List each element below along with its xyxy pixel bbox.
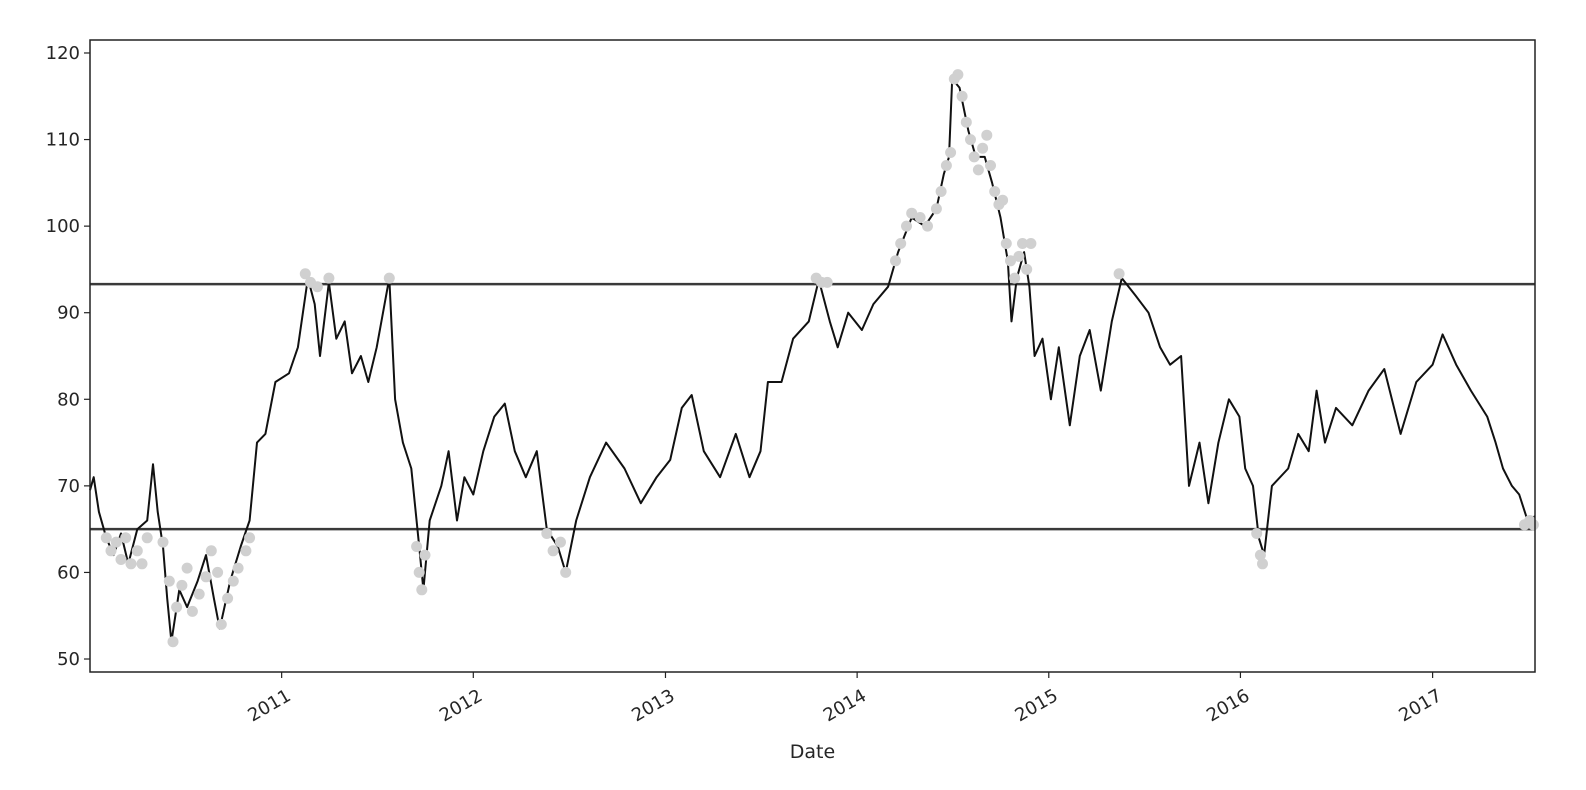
y-tick-label: 90 — [57, 303, 80, 324]
highlight-point — [200, 571, 212, 583]
highlight-point — [125, 558, 137, 570]
highlight-point — [1254, 549, 1266, 561]
highlight-point — [1000, 238, 1012, 249]
highlight-point — [1013, 250, 1025, 262]
highlight-point — [120, 532, 132, 544]
highlight-point — [977, 142, 989, 154]
highlight-point — [232, 562, 244, 574]
highlight-point — [989, 186, 1001, 197]
y-tick-label: 50 — [57, 649, 80, 670]
highlight-point — [1021, 263, 1033, 275]
highlight-point — [105, 545, 117, 557]
highlight-point — [1251, 528, 1263, 539]
highlight-point — [186, 605, 198, 617]
x-tick-label: 2017 — [1395, 685, 1445, 726]
highlight-point — [240, 545, 252, 557]
highlight-point — [945, 147, 957, 158]
highlight-point — [167, 636, 179, 648]
highlight-point — [411, 541, 423, 552]
highlight-point — [895, 238, 907, 249]
highlight-point — [952, 69, 964, 81]
x-tick-label: 2013 — [628, 685, 678, 726]
highlight-point — [141, 532, 153, 544]
price-line-layer — [89, 78, 1536, 643]
highlight-point — [906, 207, 918, 219]
highlight-point — [163, 575, 175, 587]
highlight-point — [965, 134, 976, 146]
threshold-lines — [90, 282, 1535, 531]
x-tick-label: 2011 — [244, 685, 294, 726]
highlight-point — [972, 164, 984, 176]
highlight-point — [1009, 272, 1021, 284]
y-tick-label: 110 — [46, 130, 80, 151]
highlight-point — [215, 618, 227, 630]
highlight-point — [299, 268, 311, 280]
highlight-point — [176, 579, 188, 591]
highlight-point — [222, 592, 234, 604]
highlight-point — [413, 566, 425, 578]
y-tick-label: 70 — [57, 476, 80, 497]
highlight-point — [131, 545, 143, 557]
highlight-point — [311, 281, 323, 293]
x-tick-label: 2012 — [436, 685, 486, 726]
y-tick-label: 80 — [57, 389, 80, 410]
highlight-point — [960, 116, 972, 128]
highlight-point — [419, 549, 431, 561]
y-tick-label: 120 — [46, 43, 80, 64]
highlight-point — [541, 528, 553, 539]
highlight-point — [930, 203, 942, 215]
x-tick-label: 2014 — [820, 685, 870, 726]
price-series-line — [89, 78, 1536, 643]
highlight-point — [555, 536, 566, 548]
highlight-point — [212, 566, 224, 578]
highlight-point — [560, 566, 572, 578]
highlight-point — [193, 588, 205, 600]
highlight-point — [1005, 255, 1016, 267]
highlight-point — [997, 194, 1009, 206]
highlight-point — [914, 212, 926, 223]
highlight-point — [110, 536, 122, 548]
highlight-point — [323, 272, 335, 284]
highlight-point — [205, 545, 217, 557]
plot-frame — [89, 39, 1536, 673]
highlight-point — [922, 220, 933, 232]
highlight-point — [416, 584, 428, 596]
highlight-point — [227, 575, 239, 587]
highlight-point — [1017, 238, 1028, 249]
highlight-point — [547, 545, 559, 557]
highlight-point — [1025, 238, 1037, 249]
highlight-point — [821, 276, 833, 288]
highlight-point — [115, 554, 127, 565]
highlight-point — [181, 562, 193, 574]
x-axis: 2011 2012 2013 2014 2015 2016 2017 — [244, 672, 1446, 726]
y-axis: 50 60 70 80 90 100 110 120 — [46, 43, 90, 670]
highlight-point — [136, 558, 148, 570]
highlight-point — [100, 532, 112, 544]
x-axis-title: Date — [790, 741, 835, 763]
highlight-point — [383, 272, 395, 284]
highlight-point — [901, 220, 912, 232]
x-tick-label: 2016 — [1203, 685, 1253, 726]
highlight-point — [890, 255, 901, 267]
y-tick-label: 60 — [57, 562, 80, 583]
y-tick-label: 100 — [46, 216, 80, 237]
highlight-point — [244, 532, 256, 544]
highlight-point — [171, 601, 183, 613]
highlight-point — [985, 160, 996, 171]
highlight-point — [1113, 268, 1125, 280]
highlight-point — [935, 186, 947, 197]
highlight-point — [157, 536, 169, 548]
highlight-point — [1257, 558, 1268, 570]
highlight-point — [1527, 519, 1539, 531]
highlight-point — [981, 129, 993, 141]
x-tick-label: 2015 — [1012, 685, 1062, 726]
highlight-markers-layer — [100, 69, 1539, 648]
highlight-point — [940, 160, 952, 171]
highlight-point — [956, 90, 968, 102]
highlight-point — [968, 151, 980, 163]
